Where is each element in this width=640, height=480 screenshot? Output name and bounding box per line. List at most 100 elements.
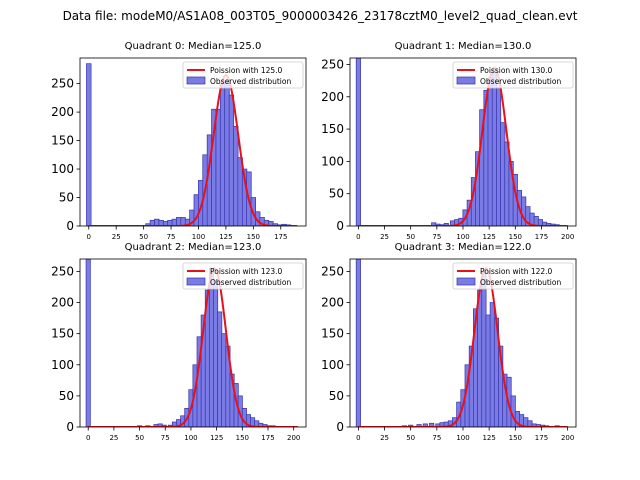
- legend-label-poisson: Poission with 122.0: [480, 267, 553, 276]
- quadrant-3-ytick-label: 100: [321, 358, 344, 372]
- quadrant-1-title: Quadrant 1: Median=130.0: [395, 41, 532, 52]
- quadrant-3-ytick-label: 0: [336, 420, 344, 434]
- quadrant-0-ytick-label: 200: [51, 105, 74, 119]
- quadrant-1-xtick-label: 175: [535, 233, 548, 241]
- quadrant-2-ytick-label: 200: [51, 296, 74, 310]
- quadrant-2-legend: Poission with 123.0 Observed distribution: [182, 262, 304, 290]
- legend-box: [182, 262, 304, 290]
- quadrant-0-xtick-label: 75: [167, 233, 176, 241]
- legend-bar-swatch: [456, 277, 476, 286]
- quadrant-3-xtick-label: 125: [482, 434, 495, 442]
- quadrant-3-xtick-label: 25: [380, 434, 389, 442]
- quadrant-1-ytick-label: 200: [321, 90, 344, 104]
- quadrant-0-bar: [176, 217, 182, 226]
- quadrant-0-bar: [215, 108, 221, 226]
- quadrant-3-bar: [477, 289, 483, 427]
- quadrant-3-legend: Poission with 122.0 Observed distribution: [452, 262, 574, 290]
- quadrant-0-title: Quadrant 0: Median=125.0: [125, 41, 262, 52]
- quadrant-2-bar: [221, 333, 227, 427]
- quadrant-2-bar: [217, 311, 223, 427]
- quadrant-1-xtick-label: 50: [406, 233, 415, 241]
- quadrant-3-xtick-label: 200: [561, 434, 574, 442]
- quadrant-1-xtick-label: 125: [482, 233, 495, 241]
- quadrant-3-ytick-label: 150: [321, 327, 344, 341]
- quadrant-2-bar: [213, 280, 219, 427]
- quadrant-1-xtick-label: 75: [432, 233, 441, 241]
- quadrant-2-xtick-label: 100: [184, 434, 197, 442]
- legend-label-observed: Observed distribution: [210, 278, 291, 287]
- quadrant-0-bar: [228, 94, 235, 226]
- quadrant-0-xtick-label: 25: [112, 233, 121, 241]
- quadrant-3-bar: [485, 314, 491, 427]
- quadrant-2-xtick-label: 175: [261, 434, 274, 442]
- quadrant-0-poisson-line: [88, 73, 298, 226]
- quadrant-3-bar: [489, 302, 495, 427]
- quadrant-1-ytick-label: 100: [321, 154, 344, 168]
- quadrant-0-bar: [237, 157, 243, 226]
- quadrant-0-ytick-label: 250: [51, 77, 74, 91]
- legend-label-observed: Observed distribution: [480, 77, 561, 86]
- quadrant-2-plot-area: [85, 259, 298, 427]
- quadrant-2-xtick-label: 200: [287, 434, 300, 442]
- quadrant-0-xtick-label: 0: [87, 233, 91, 241]
- quadrant-2-xtick-label: 125: [210, 434, 223, 442]
- quadrant-0-bar: [219, 83, 226, 226]
- quadrant-0-ytick-label: 150: [51, 134, 74, 148]
- quadrant-1-poisson-line: [358, 66, 568, 226]
- quadrant-1-panel: Quadrant 1: Median=130.0 0 50 100 150 200 250 0…: [321, 41, 577, 241]
- quadrant-0-legend: Poission with 125.0 Observed distribution: [182, 61, 304, 89]
- quadrant-1-xtick-label: 25: [380, 233, 389, 241]
- quadrant-2-xtick-label: 150: [236, 434, 249, 442]
- quadrant-2-xtick-label: 25: [109, 434, 118, 442]
- legend-label-observed: Observed distribution: [210, 77, 291, 86]
- quadrant-0-bar: [154, 218, 160, 226]
- quadrant-0-ytick-label: 0: [66, 219, 74, 233]
- legend-box: [452, 61, 574, 89]
- quadrant-2-ytick-label: 50: [59, 389, 74, 403]
- quadrant-1-xtick-label: 200: [561, 233, 574, 241]
- quadrant-0-xtick-label: 50: [139, 233, 148, 241]
- quadrant-3-xtick-label: 75: [432, 434, 441, 442]
- legend-box: [182, 61, 304, 89]
- legend-label-poisson: Poission with 125.0: [210, 66, 283, 75]
- quadrant-0-xtick-label: 175: [274, 233, 287, 241]
- quadrant-2-title: Quadrant 2: Median=123.0: [125, 242, 262, 253]
- legend-bar-swatch: [186, 277, 206, 286]
- quadrant-1-bar: [496, 86, 502, 226]
- legend-label-observed: Observed distribution: [480, 278, 561, 287]
- quadrant-0-xtick-label: 100: [192, 233, 205, 241]
- quadrant-3-xtick-label: 100: [456, 434, 469, 442]
- quadrant-0-ytick-label: 50: [59, 191, 74, 205]
- quadrant-1-bar: [487, 77, 493, 226]
- legend-bar-swatch: [456, 76, 476, 85]
- quadrant-1-xtick-label: 100: [456, 233, 469, 241]
- quadrant-3-xtick-label: 175: [535, 434, 548, 442]
- quadrant-2-bar: [85, 259, 91, 427]
- quadrant-3-bar: [355, 259, 361, 427]
- quadrant-1-ytick-label: 0: [336, 219, 344, 233]
- legend-label-poisson: Poission with 130.0: [480, 66, 553, 75]
- quadrant-2-xtick-label: 50: [135, 434, 144, 442]
- quadrant-0-ytick-label: 100: [51, 162, 74, 176]
- quadrant-0-bar: [86, 63, 92, 226]
- quadrant-0-panel: Quadrant 0: Median=125.0 0 50 100 150 200 250 0…: [51, 41, 307, 241]
- quadrant-1-bar: [500, 122, 506, 226]
- quadrant-0-xtick-label: 125: [219, 233, 232, 241]
- quadrant-3-poisson-line: [358, 267, 568, 427]
- quadrant-0-xtick-label: 150: [247, 233, 260, 241]
- quadrant-3-xtick-label: 150: [509, 434, 522, 442]
- quadrant-1-ytick-label: 150: [321, 122, 344, 136]
- quadrant-3-ytick-label: 250: [321, 264, 344, 278]
- quadrant-2-xtick-label: 0: [86, 434, 90, 442]
- figure-suptitle: Data file: modeM0/AS1A08_003T05_90000034…: [63, 9, 578, 23]
- quadrant-2-panel: Quadrant 2: Median=123.0 0 50 100 150 200 250 0…: [51, 242, 307, 442]
- quadrant-3-ytick-label: 50: [329, 389, 344, 403]
- quadrant-0-bar: [224, 80, 230, 226]
- legend-bar-swatch: [186, 76, 206, 85]
- quadrant-2-poisson-line: [88, 267, 298, 427]
- quadrant-1-legend: Poission with 130.0 Observed distribution: [452, 61, 574, 89]
- quadrant-3-xtick-label: 0: [356, 434, 360, 442]
- quadrant-0-bar: [233, 125, 239, 226]
- quadrant-1-bar: [443, 223, 449, 226]
